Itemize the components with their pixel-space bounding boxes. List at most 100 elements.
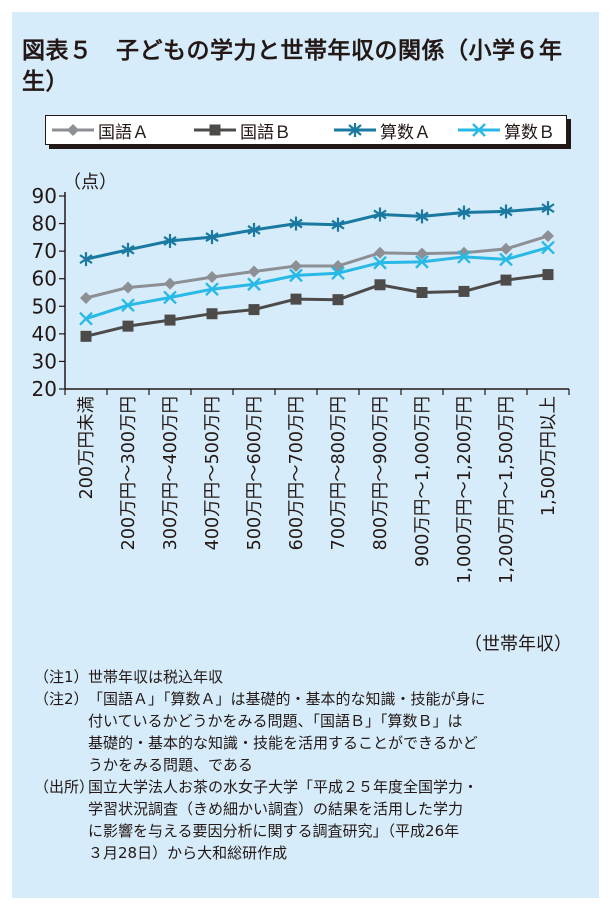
x-tick-label: 500万円〜600万円 [245,396,265,550]
data-point [247,277,261,292]
note-1: （注1） 世帯年収は税込年収 [34,666,594,688]
data-point [164,277,176,290]
legend-label-sansu-b: 算数Ｂ [504,122,555,143]
x-tick-label: 600万円〜700万円 [287,396,307,550]
data-point [416,247,428,260]
note-line: に影響を与える要因分析に関する調査研究」（平成26年 [88,822,460,840]
data-point [122,320,134,332]
data-point [542,269,554,281]
asterisk-marker-icon [334,123,376,137]
diamond-marker-icon [52,124,94,136]
series-line-1 [85,234,549,300]
data-point [541,201,555,216]
data-point [415,209,429,224]
note-line: ３月28日）から大和総研作成 [88,844,288,862]
legend-label-kokugo-b: 国語Ｂ [240,122,291,143]
series-line-4 [85,246,549,321]
series-line-3 [85,206,549,261]
data-point [206,308,218,320]
data-point [121,242,135,257]
data-point [331,217,345,232]
data-point [79,252,93,267]
data-point [289,268,303,283]
notes: （注1） 世帯年収は税込年収 （注2） 「国語Ａ」「算数Ａ」は基礎的・基本的な知… [34,666,594,864]
legend: 国語Ａ 国語Ｂ 算数Ａ 算数Ｂ [45,115,567,145]
note-label: （注2） [34,690,89,708]
data-point [331,266,345,281]
x-tick-label: 1,500万円以上 [539,396,559,516]
note-line: 学習状況調査（きめ細かい調査）の結果を活用した学力 [88,800,464,818]
chart-title: 図表５ 子どもの学力と世帯年収の関係（小学６年生） [22,38,563,95]
square-marker-icon [194,124,236,136]
source-note: （出所） 国立大学法人お茶の水女子大学「平成２５年度全国学力・ 学習状況調査（き… [34,776,594,864]
data-point [80,292,92,305]
x-tick-label: 300万円〜400万円 [161,396,181,550]
x-axis-label: （世帯年収） [464,634,572,655]
data-point [206,271,218,284]
data-point [163,290,177,305]
data-point [248,304,260,316]
data-point [458,285,470,297]
note-2: （注2） 「国語Ａ」「算数Ａ」は基礎的・基本的な知識・技能が身に 付いているかど… [34,688,594,776]
note-line: 付いているかどうかをみる問題、「国語Ｂ」「算数Ｂ」は [88,712,463,730]
series-line-2 [85,273,549,338]
x-tick-label: 700万円〜800万円 [329,396,349,550]
legend-label-sansu-a: 算数Ａ [380,122,431,143]
data-point [542,229,554,242]
data-point [163,233,177,248]
note-label: （注1） [34,668,89,686]
data-point [122,281,134,294]
data-point [541,240,555,255]
y-axis-label: （点） [63,172,117,193]
data-point [80,330,92,342]
y-tick-label: 20 [32,377,57,401]
data-point [205,282,219,297]
x-tick-label: 900万円〜1,000万円 [413,396,433,567]
data-point [373,255,387,270]
y-tick-label: 30 [32,349,57,373]
data-point [290,260,302,273]
x-tick-label: 800万円〜900万円 [371,396,391,550]
note-line: 国立大学法人お茶の水女子大学「平成２５年度全国学力・ [88,778,479,796]
note-line: うかをみる問題、である [88,756,253,774]
data-point [289,216,303,231]
legend-item-sansu-b: 算数Ｂ [456,116,555,144]
note-line: 世帯年収は税込年収 [88,668,224,686]
data-point [248,265,260,278]
y-tick-label: 40 [32,322,57,346]
data-point [121,298,135,313]
data-point [416,287,428,298]
data-point [332,294,344,306]
x-tick-label: 200万円未満 [77,396,97,499]
y-tick-label: 80 [32,212,57,236]
data-point [415,255,429,269]
y-tick-label: 60 [32,267,57,291]
data-point [499,204,513,219]
x-tick-label: 200万円〜300万円 [119,396,139,550]
data-point [500,274,512,286]
data-point [374,279,386,291]
data-point [373,207,387,222]
legend-item-sansu-a: 算数Ａ [332,116,431,144]
note-line: 「国語Ａ」「算数Ａ」は基礎的・基本的な知識・技能が身に [88,690,486,708]
data-point [290,293,302,305]
data-point [499,252,513,267]
y-tick-label: 50 [32,294,57,318]
data-point [457,205,471,220]
x-marker-icon [458,123,500,137]
x-tick-label: 1,200万円〜1,500万円 [497,396,517,584]
note-label: （出所） [34,778,95,796]
data-point [457,250,471,264]
y-tick-label: 90 [32,184,57,208]
data-point [79,311,93,326]
x-tick-label: 1,000万円〜1,200万円 [455,396,475,584]
legend-item-kokugo-a: 国語Ａ [50,116,149,144]
data-point [247,222,261,237]
note-line: 基礎的・基本的な知識・技能を活用することができるかど [88,734,478,752]
data-point [164,314,176,326]
data-point [374,246,386,259]
y-tick-label: 70 [32,239,57,263]
legend-label-kokugo-a: 国語Ａ [98,122,149,143]
figure-panel [12,12,599,898]
